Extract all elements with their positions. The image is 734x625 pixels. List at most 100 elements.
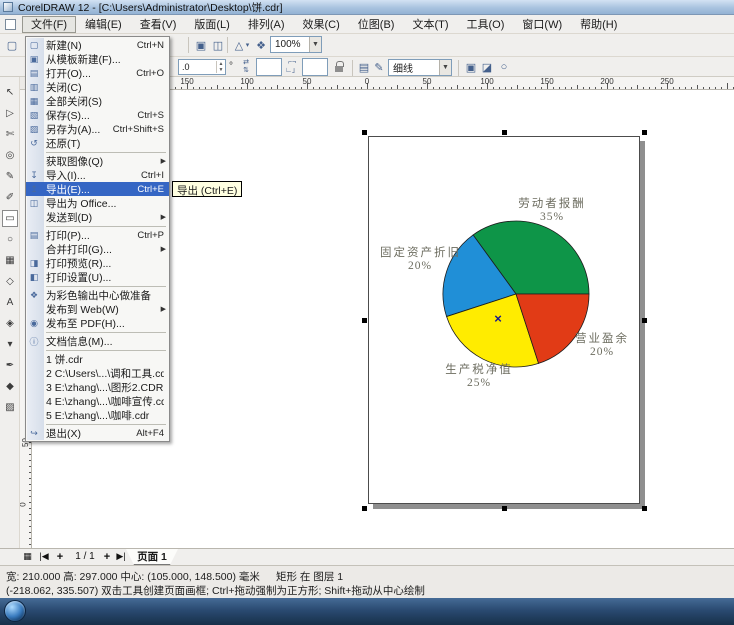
file-menu-item-30[interactable]: 5 E:\zhang\...\咖啡.cdr bbox=[26, 408, 169, 422]
file-menu-item-26[interactable]: 1 饼.cdr bbox=[26, 352, 169, 366]
convert-to-curves-icon[interactable]: ○ bbox=[500, 61, 508, 73]
new-document-button[interactable]: ▢ bbox=[6, 39, 18, 52]
tile-icon[interactable]: ◫ bbox=[212, 39, 224, 52]
file-menu-item-29[interactable]: 4 E:\zhang\...\咖啡宣传.cdr bbox=[26, 394, 169, 408]
file-menu-item-0[interactable]: ▢ 新建(N) Ctrl+N bbox=[26, 38, 169, 52]
menubar-item-3[interactable]: 版面(L) bbox=[194, 19, 230, 31]
pie-slice-label-3[interactable]: 营业盈余 20% bbox=[570, 333, 634, 359]
menubar-item-7[interactable]: 文本(T) bbox=[412, 19, 449, 31]
lock-icon[interactable] bbox=[332, 59, 346, 75]
menubar-item-10[interactable]: 帮助(H) bbox=[580, 19, 618, 31]
corner-bracket-icon[interactable]: ∟」 bbox=[285, 67, 299, 74]
eyedropper-tool[interactable]: ▾ bbox=[7, 339, 13, 350]
launcher-dropdown-icon[interactable]: ▾ bbox=[245, 42, 250, 49]
menubar-item-1[interactable]: 编辑(E) bbox=[85, 19, 122, 31]
cascade-icon[interactable]: ▣ bbox=[195, 39, 207, 52]
pie-slice-label-1[interactable]: 固定资产折旧 20% bbox=[380, 247, 460, 273]
pie-slice-2[interactable] bbox=[446, 293, 540, 368]
file-menu-item-16[interactable]: 合并打印(G)... ▶ bbox=[26, 242, 169, 256]
menubar-item-4[interactable]: 排列(A) bbox=[247, 19, 285, 31]
document-icon[interactable] bbox=[5, 18, 16, 30]
corel-online-icon[interactable]: ❖ bbox=[256, 39, 266, 52]
menubar-item-2[interactable]: 查看(V) bbox=[139, 19, 177, 31]
file-menu-item-5[interactable]: ▧ 保存(S)... Ctrl+S bbox=[26, 108, 169, 122]
pie-chart[interactable] bbox=[441, 219, 591, 369]
selection-handle[interactable] bbox=[362, 318, 367, 323]
file-menu-item-28[interactable]: 3 E:\zhang\...\图形2.CDR bbox=[26, 380, 169, 394]
add-page-before-button[interactable]: + bbox=[56, 551, 64, 563]
pie-slice-label-2[interactable]: 生产税净值 25% bbox=[441, 364, 517, 390]
first-page-icon[interactable]: |◀ bbox=[39, 551, 49, 561]
file-menu-item-12[interactable]: ◫ 导出为 Office... bbox=[26, 196, 169, 210]
chevron-down-icon[interactable]: ▼ bbox=[309, 37, 321, 52]
selection-handle[interactable] bbox=[642, 130, 647, 135]
pie-slice-3[interactable] bbox=[515, 293, 590, 364]
last-page-icon[interactable]: ▶| bbox=[116, 551, 126, 561]
file-menu-item-32[interactable]: ↪ 退出(X) Alt+F4 bbox=[26, 426, 169, 440]
file-menu-item-13[interactable]: 发送到(D) ▶ bbox=[26, 210, 169, 224]
title-bar[interactable]: CorelDRAW 12 - [C:\Users\Administrator\D… bbox=[0, 0, 734, 15]
to-back-icon[interactable]: ◪ bbox=[481, 61, 493, 74]
corner-radius-left[interactable] bbox=[256, 58, 282, 76]
file-menu-item-11[interactable]: ↥ 导出(E)... Ctrl+E bbox=[26, 182, 169, 196]
file-menu-item-15[interactable]: ▤ 打印(P)... Ctrl+P bbox=[26, 228, 169, 242]
selection-handle[interactable] bbox=[502, 130, 507, 135]
file-menu-item-24[interactable]: ⓘ 文档信息(M)... bbox=[26, 334, 169, 348]
corner-bracket-icon[interactable]: ⌐¬ bbox=[287, 59, 297, 66]
mirror-vertical-icon[interactable]: ⇅ bbox=[243, 67, 249, 74]
outline-pen-tool[interactable]: ✒ bbox=[5, 360, 15, 371]
spinner-arrows[interactable]: ▲ ▼ bbox=[216, 61, 225, 73]
shape-tool[interactable]: ▷ bbox=[6, 108, 14, 119]
file-menu-item-3[interactable]: ▥ 关闭(C) bbox=[26, 80, 169, 94]
menubar-item-9[interactable]: 窗口(W) bbox=[522, 19, 563, 31]
menubar-item-6[interactable]: 位图(B) bbox=[357, 19, 395, 31]
fill-tool[interactable]: ◆ bbox=[6, 381, 14, 392]
selection-handle[interactable] bbox=[502, 506, 507, 511]
file-menu-item-18[interactable]: ◧ 打印设置(U)... bbox=[26, 270, 169, 284]
knife-tool[interactable]: ✄ bbox=[5, 129, 15, 140]
start-button[interactable] bbox=[4, 600, 26, 622]
interactive-blend-tool[interactable]: ◈ bbox=[6, 318, 14, 329]
selection-handle[interactable] bbox=[362, 506, 367, 511]
outline-width-combo[interactable]: 细线 ▼ bbox=[388, 59, 452, 76]
menubar-item-8[interactable]: 工具(O) bbox=[466, 19, 505, 31]
interactive-fill-tool[interactable]: ▨ bbox=[5, 402, 15, 413]
text-tool[interactable]: A bbox=[6, 297, 14, 308]
smart-drawing-tool[interactable]: ✐ bbox=[5, 192, 15, 203]
file-menu-item-27[interactable]: 2 C:\Users\...\调和工具.cdr bbox=[26, 366, 169, 380]
wrap-text-icon[interactable]: ▤ bbox=[358, 61, 370, 74]
perfect-shapes-tool[interactable]: ◇ bbox=[6, 276, 14, 287]
file-menu-item-4[interactable]: ▦ 全部关闭(S) bbox=[26, 94, 169, 108]
selection-handle[interactable] bbox=[642, 506, 647, 511]
pie-slice-label-0[interactable]: 劳动者报酬 35% bbox=[506, 198, 598, 224]
selection-handle[interactable] bbox=[642, 318, 647, 323]
file-menu-item-17[interactable]: ◨ 打印预览(R)... bbox=[26, 256, 169, 270]
zoom-combo[interactable]: 100% ▼ bbox=[270, 36, 322, 53]
file-menu-item-21[interactable]: 发布到 Web(W) ▶ bbox=[26, 302, 169, 316]
mirror-horizontal-icon[interactable]: ⇄ bbox=[243, 59, 249, 66]
graph-paper-tool[interactable]: ▦ bbox=[5, 255, 15, 266]
menubar-item-5[interactable]: 效果(C) bbox=[302, 19, 340, 31]
file-menu-item-2[interactable]: ▤ 打开(O)... Ctrl+O bbox=[26, 66, 169, 80]
add-page-after-button[interactable]: + bbox=[103, 551, 111, 563]
file-menu-item-1[interactable]: ▣ 从模板新建(F)... bbox=[26, 52, 169, 66]
rotation-input[interactable]: .0 ▲ ▼ bbox=[178, 59, 226, 75]
pie-slice-0[interactable] bbox=[472, 220, 590, 295]
pie-slice-1[interactable] bbox=[442, 234, 517, 318]
file-menu-item-22[interactable]: ◉ 发布至 PDF(H)... bbox=[26, 316, 169, 330]
file-menu-item-9[interactable]: 获取图像(Q) ▶ bbox=[26, 154, 169, 168]
ellipse-tool[interactable]: ○ bbox=[6, 234, 14, 245]
launcher-icon[interactable]: △ bbox=[234, 39, 244, 52]
file-menu-item-10[interactable]: ↧ 导入(I)... Ctrl+I bbox=[26, 168, 169, 182]
menubar-item-0[interactable]: 文件(F) bbox=[22, 15, 77, 33]
page-grid-icon[interactable]: ▦ bbox=[23, 551, 32, 561]
file-menu-item-20[interactable]: ❖ 为彩色输出中心做准备 bbox=[26, 288, 169, 302]
selection-handle[interactable] bbox=[362, 130, 367, 135]
zoom-tool[interactable]: ◎ bbox=[5, 150, 15, 161]
corner-radius-right[interactable] bbox=[302, 58, 328, 76]
pick-tool[interactable]: ↖ bbox=[5, 87, 15, 98]
chevron-down-icon[interactable]: ▼ bbox=[439, 60, 451, 75]
file-menu-item-7[interactable]: ↺ 还原(T) bbox=[26, 136, 169, 150]
file-menu-item-6[interactable]: ▨ 另存为(A)... Ctrl+Shift+S bbox=[26, 122, 169, 136]
to-front-icon[interactable]: ▣ bbox=[465, 61, 477, 74]
